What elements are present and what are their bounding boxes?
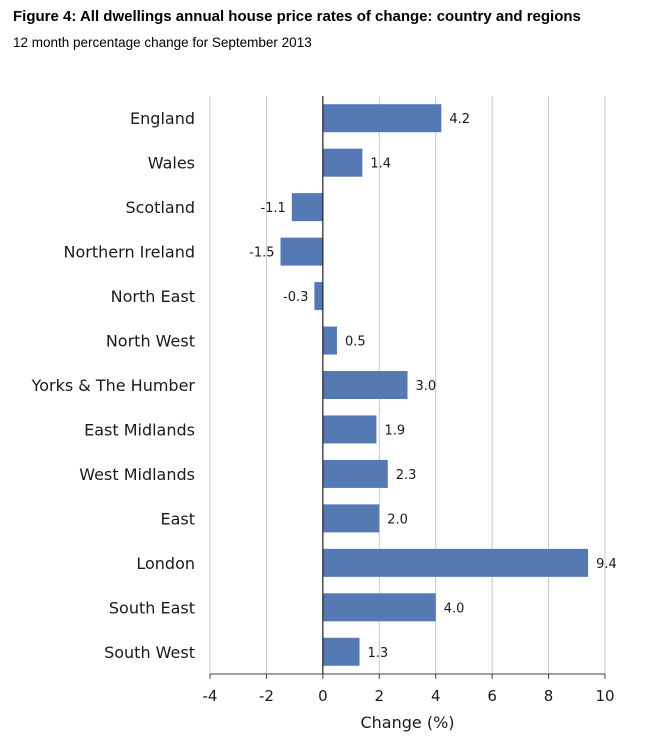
category-label: East [160,509,195,528]
bar [322,504,380,533]
bars [280,104,589,666]
data-label: -1.5 [249,246,274,261]
bar [322,371,408,399]
category-label: Scotland [125,198,195,217]
gridlines [209,96,606,674]
category-label: North East [111,287,195,306]
data-label: 0.5 [345,335,366,350]
labels: -4 -2 0 2 4 6 8 10 England 4.2 Wales 1.4 Scotland -1.… [31,109,617,705]
category-label: Yorks & The Humber [31,376,196,395]
category-label: England [130,109,195,128]
x-tick-label: 10 [595,687,614,705]
x-axis-title: Change (%) [360,713,454,732]
bar [291,193,323,222]
bar [280,237,323,266]
axes [209,96,606,679]
category-label: Northern Ireland [64,243,195,262]
x-tick-label: 2 [375,687,385,705]
data-label: 2.3 [396,468,417,483]
bar [322,148,363,177]
category-label: London [136,554,195,573]
bar [322,637,360,666]
bar [322,415,377,444]
bar [314,282,323,311]
data-label: -1.1 [260,201,285,216]
x-tick-label: -4 [203,687,218,705]
x-tick-label: 4 [431,687,441,705]
category-label: South East [109,598,195,617]
category-label: East Midlands [84,420,195,439]
data-label: 1.3 [368,646,389,661]
category-label: South West [104,643,195,662]
category-label: Wales [148,154,195,173]
bar [322,593,436,622]
data-label: 1.9 [384,423,405,438]
figure-title: Figure 4: All dwellings annual house pri… [13,8,581,25]
bar [322,326,337,355]
data-label: -0.3 [283,290,308,305]
data-label: 9.4 [596,557,617,572]
category-label: West Midlands [79,465,195,484]
x-tick-label: 8 [544,687,554,705]
bar [322,459,388,488]
data-label: 3.0 [416,379,437,394]
figure-subtitle: 12 month percentage change for September… [13,35,312,50]
x-tick-label: 0 [318,687,328,705]
data-label: 2.0 [387,512,408,527]
category-label: North West [106,332,195,351]
bar [322,104,442,133]
data-label: 4.2 [449,112,470,127]
data-label: 1.4 [370,157,391,172]
data-label: 4.0 [444,601,465,616]
x-tick-label: 6 [487,687,497,705]
x-tick-label: -2 [259,687,274,705]
bar [322,548,589,577]
